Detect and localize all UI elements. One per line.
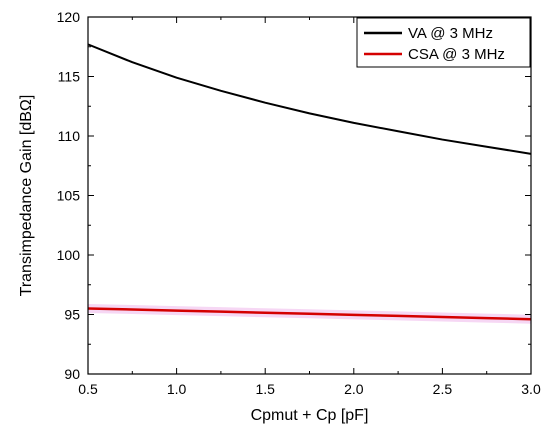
y-axis-title: Transimpedance Gain [dBΩ] <box>18 95 35 297</box>
y-tick-label: 105 <box>57 188 81 204</box>
legend-label-va: VA @ 3 MHz <box>408 25 493 42</box>
x-tick-label: 3.0 <box>521 381 541 397</box>
x-tick-label: 1.5 <box>255 381 275 397</box>
legend: VA @ 3 MHz CSA @ 3 MHz <box>356 17 531 68</box>
x-tick-label: 1.0 <box>167 381 187 397</box>
y-tick-label: 95 <box>64 307 80 323</box>
x-tick-label: 2.5 <box>433 381 453 397</box>
y-tick-label: 120 <box>57 9 81 25</box>
y-tick-label: 100 <box>57 247 81 263</box>
series-line-va <box>87 43 532 155</box>
series-line-csa <box>87 307 532 321</box>
legend-label-csa: CSA @ 3 MHz <box>408 46 505 63</box>
x-tick-label: 2.0 <box>344 381 364 397</box>
y-tick-label: 115 <box>58 69 81 85</box>
legend-box <box>356 17 531 68</box>
x-axis-title: Cpmut + Cp [pF] <box>251 407 369 424</box>
y-tick-label: 110 <box>58 128 81 144</box>
x-tick-label: 0.5 <box>78 381 98 397</box>
y-tick-label: 90 <box>64 366 80 382</box>
